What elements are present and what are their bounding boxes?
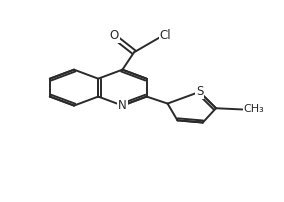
Text: N: N [118, 99, 127, 112]
Text: O: O [110, 29, 119, 42]
Text: S: S [196, 85, 203, 98]
Text: Cl: Cl [160, 29, 171, 42]
Text: CH₃: CH₃ [243, 104, 264, 115]
